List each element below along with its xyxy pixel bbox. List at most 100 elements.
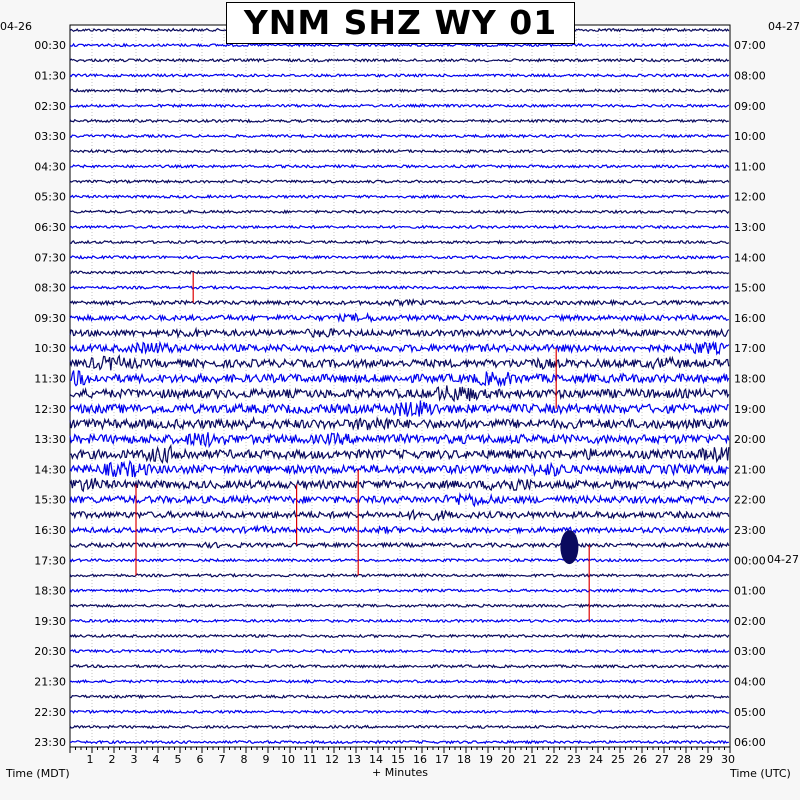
trace-row — [69, 385, 730, 403]
x-tick-label: 11 — [303, 753, 317, 766]
left-time-label: 08:30 — [34, 282, 66, 295]
x-tick-label: 13 — [347, 753, 361, 766]
left-time-label: 07:30 — [34, 251, 66, 264]
x-axis-label: + Minutes — [372, 766, 429, 779]
x-tick-label: 23 — [567, 753, 581, 766]
x-tick-label: 2 — [109, 753, 116, 766]
right-time-label: 18:00 — [734, 372, 766, 385]
right-time-label: 12:00 — [734, 191, 766, 204]
left-time-label: 01:30 — [34, 69, 66, 82]
x-tick-label: 17 — [435, 753, 449, 766]
x-tick-label: 4 — [153, 753, 160, 766]
left-time-label: 22:30 — [34, 706, 66, 719]
right-time-label: 05:00 — [734, 706, 766, 719]
right-time-label: 14:00 — [734, 251, 766, 264]
trace-row — [70, 269, 730, 275]
trace-row — [69, 459, 729, 478]
trace-row — [69, 297, 730, 308]
trace-row — [69, 88, 730, 94]
left-time-labels: 00:30 01:30 02:30 03:30 04:30 05:30 06:30 07:30… — [34, 39, 66, 749]
right-time-label: 21:00 — [734, 463, 766, 476]
left-time-label: 15:30 — [34, 494, 66, 507]
left-time-label: 12:30 — [34, 403, 66, 416]
trace-row — [69, 326, 730, 339]
right-time-label: 13:00 — [734, 221, 766, 234]
left-time-label: 02:30 — [34, 100, 66, 113]
trace-row — [69, 239, 730, 245]
trace-row — [69, 311, 729, 324]
x-tick-label: 1 — [87, 753, 94, 766]
trace-row — [69, 209, 730, 215]
x-tick-label: 19 — [479, 753, 493, 766]
right-time-label: 09:00 — [734, 100, 766, 113]
x-tick-label: 27 — [655, 753, 669, 766]
x-tick-label: 25 — [611, 753, 625, 766]
x-tick-label: 28 — [677, 753, 691, 766]
x-tick-label: 16 — [413, 753, 427, 766]
x-tick-label: 7 — [219, 753, 226, 766]
right-time-label: 02:00 — [734, 615, 766, 628]
trace-row — [69, 709, 729, 715]
trace-row — [69, 491, 730, 508]
trace-row — [69, 224, 729, 230]
trace-row — [69, 103, 730, 109]
right-time-labels: 07:00 08:00 09:00 10:00 11:00 12:00 13:00 14:00… — [734, 39, 766, 749]
next-day-label: 04-27 — [767, 553, 799, 566]
x-tick-label: 24 — [589, 753, 603, 766]
helicorder-plot: 00:30 01:30 02:30 03:30 04:30 05:30 06:30 07:30… — [34, 24, 766, 766]
left-time-label: 17:30 — [34, 554, 66, 567]
left-time-label: 04:30 — [34, 160, 66, 173]
trace-row — [69, 42, 729, 48]
x-tick-label: 14 — [369, 753, 383, 766]
trace-row — [69, 663, 729, 669]
trace-row — [69, 415, 730, 432]
x-tick-label: 5 — [175, 753, 182, 766]
x-tick-label: 10 — [281, 753, 295, 766]
trace-row — [69, 148, 729, 154]
left-time-label: 18:30 — [34, 585, 66, 598]
right-time-label: 04:00 — [734, 675, 766, 688]
trace-row — [69, 254, 730, 260]
trace-row — [69, 648, 730, 654]
trace-row — [69, 633, 730, 639]
trace-row — [69, 587, 730, 594]
event-markers — [135, 272, 590, 621]
left-axis-label: Time (MDT) — [6, 767, 70, 780]
left-time-label: 05:30 — [34, 191, 66, 204]
trace-row — [69, 477, 730, 493]
trace-row — [69, 178, 730, 185]
left-time-label: 16:30 — [34, 524, 66, 537]
trace-row — [69, 431, 730, 449]
left-time-label: 13:30 — [34, 433, 66, 446]
left-time-label: 20:30 — [34, 645, 66, 658]
right-time-label: 08:00 — [734, 69, 766, 82]
trace-row — [69, 400, 729, 417]
trace-row — [69, 340, 730, 356]
trace-row — [69, 603, 730, 609]
left-time-label: 23:30 — [34, 736, 66, 749]
trace-row — [69, 72, 730, 78]
x-tick-label: 15 — [391, 753, 405, 766]
trace-row — [70, 370, 730, 388]
left-time-label: 19:30 — [34, 615, 66, 628]
trace-row — [69, 354, 730, 371]
x-tick-label: 20 — [501, 753, 515, 766]
left-time-label: 09:30 — [34, 312, 66, 325]
trace-row — [69, 133, 729, 139]
right-time-label: 11:00 — [734, 160, 766, 173]
right-time-label: 20:00 — [734, 433, 766, 446]
right-time-label: 17:00 — [734, 342, 766, 355]
right-time-label: 22:00 — [734, 494, 766, 507]
x-tick-label: 12 — [325, 753, 339, 766]
right-time-label: 00:00 — [734, 554, 766, 567]
left-time-label: 00:30 — [34, 39, 66, 52]
trace-row — [69, 508, 730, 522]
trace-row — [69, 618, 730, 624]
minute-ticks: 1 2 3 4 5 6 7 8 9 10 11 12 13 14 15 16 17 18 19 20 21 22 23 24 2… — [69, 747, 735, 766]
right-time-label: 06:00 — [734, 736, 766, 749]
left-time-label: 14:30 — [34, 463, 66, 476]
chart-title: YNM SHZ WY 01 — [226, 2, 575, 44]
right-time-label: 16:00 — [734, 312, 766, 325]
end-date-label: 04-27 — [768, 20, 800, 33]
right-axis-label: Time (UTC) — [730, 767, 791, 780]
